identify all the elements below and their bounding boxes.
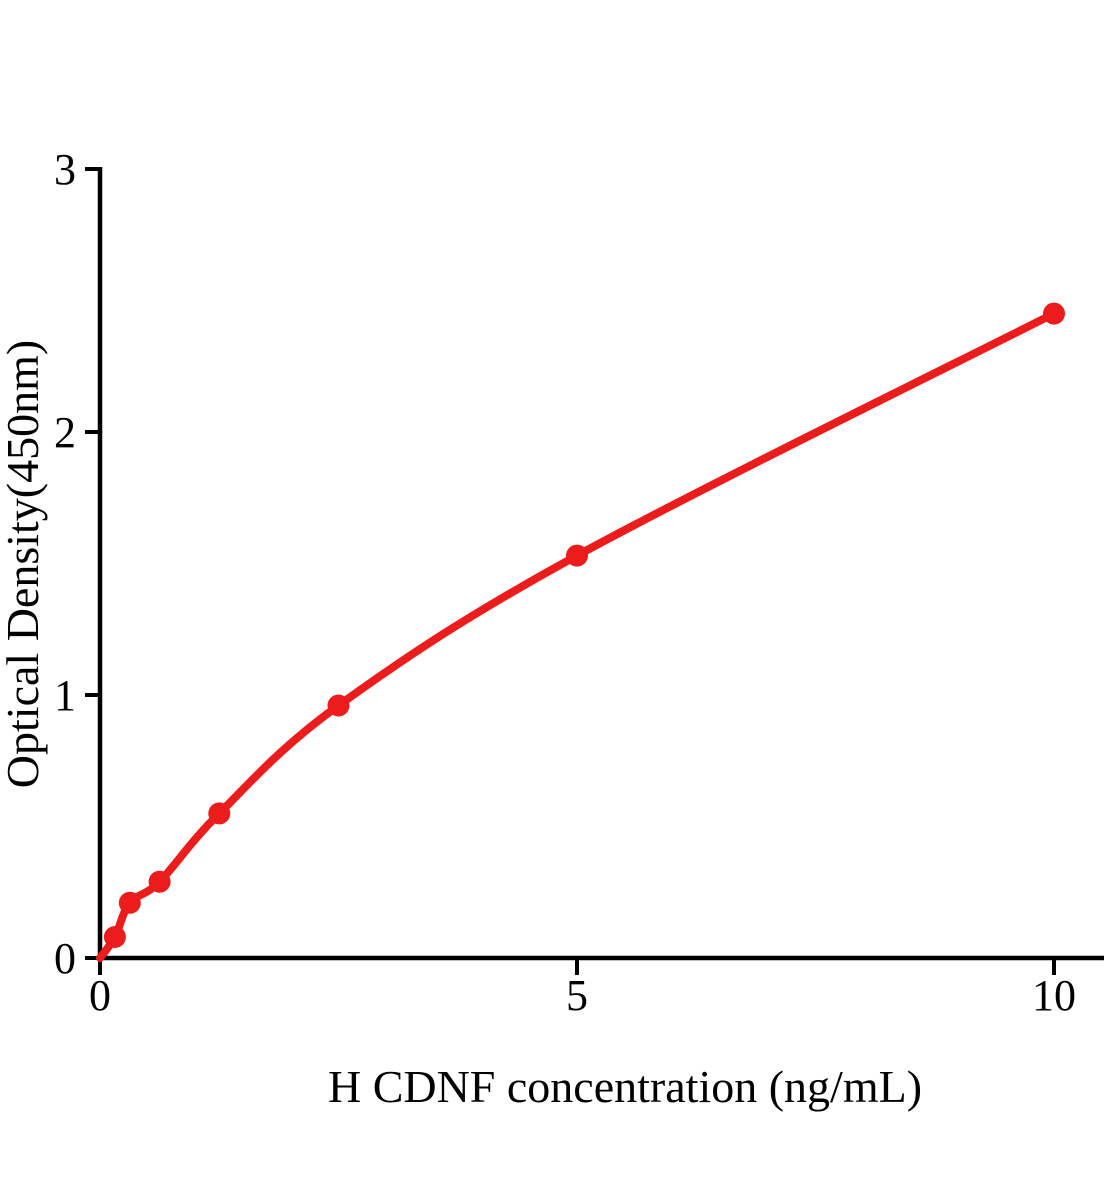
data-points bbox=[103, 302, 1065, 948]
data-point bbox=[327, 694, 350, 717]
axis-tick-labels: 0 5 10 0 1 2 3 bbox=[54, 145, 1076, 1020]
axis-ticks bbox=[85, 167, 1056, 975]
y-tick-label: 1 bbox=[54, 671, 76, 720]
data-point bbox=[118, 891, 141, 914]
y-tick-label: 0 bbox=[54, 934, 76, 983]
data-point bbox=[566, 544, 588, 567]
data-point bbox=[1043, 302, 1065, 325]
data-point bbox=[148, 870, 171, 893]
x-tick-label: 10 bbox=[1032, 971, 1076, 1020]
x-tick-label: 0 bbox=[89, 971, 111, 1020]
x-tick-label: 5 bbox=[566, 971, 588, 1020]
x-axis-title: H CDNF concentration (ng/mL) bbox=[328, 1061, 922, 1112]
y-tick-label: 2 bbox=[54, 408, 76, 457]
axes bbox=[97, 167, 1104, 961]
y-tick-label: 3 bbox=[54, 145, 76, 194]
data-point bbox=[103, 926, 126, 948]
data-point bbox=[208, 802, 231, 825]
y-axis-title: Optical Density(450nm) bbox=[0, 340, 48, 788]
fitted-curve bbox=[96, 309, 1058, 962]
